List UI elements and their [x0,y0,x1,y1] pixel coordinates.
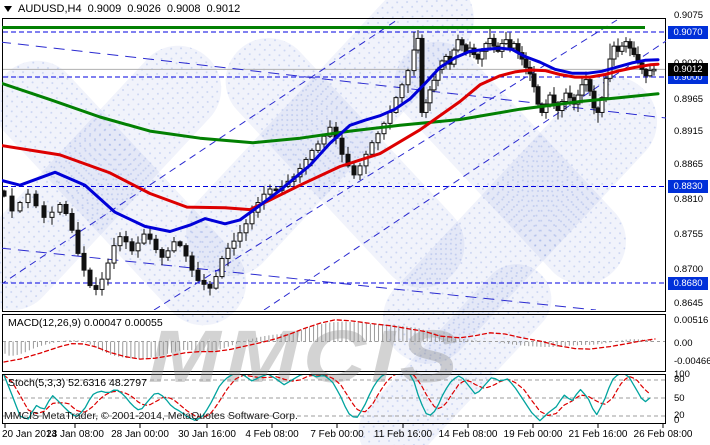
quote-close: 0.9012 [206,3,241,15]
stochastic-panel [2,374,666,424]
main-price-panel [2,18,666,312]
time-axis-label[interactable]: 30 Jan 16:00 [178,429,236,440]
time-axis-label[interactable]: 14 Feb 08:00 [438,429,498,440]
macd-panel [2,314,666,372]
time-axis-label[interactable]: 11 Feb 16:00 [373,429,433,440]
price-level-badge: 0.8680 [668,276,708,290]
price-tick-label: 0.8915 [674,125,704,137]
price-level-badge: 0.8830 [668,179,708,193]
macd-tick-label: 0.00516 [674,314,709,326]
time-axis-label[interactable]: 21 Feb 16:00 [568,429,628,440]
time-axis-label[interactable]: 20 Jan 2014 [2,429,58,440]
stoch-indicator-label: Stoch(5,3,3) 52.6316 48.2797 [8,377,147,389]
macd-tick-label: -0.00466 [674,355,710,367]
quote-low: 0.9008 [166,3,201,15]
macd-tick-label: 0.00 [674,337,693,349]
price-tick-label: 0.8810 [674,193,704,205]
price-tick-label: 0.8755 [674,228,704,240]
time-axis-label[interactable]: 23 Jan 08:00 [46,429,104,440]
price-tick-label: 0.9075 [674,9,704,21]
time-axis-label[interactable]: 7 Feb 00:00 [310,429,364,440]
current-price-badge: 0.9012 [668,62,708,76]
price-axis[interactable]: 0.90750.90200.89650.89150.88650.88100.87… [667,0,710,445]
mmcis-watermark: MMCIS [148,315,463,398]
symbol-dropdown-icon[interactable] [4,6,12,12]
quote-high: 0.9026 [127,3,161,15]
stoch-tick-label: 80 [674,373,685,385]
time-axis-label[interactable]: 26 Feb 08:00 [633,429,693,440]
time-axis-label[interactable]: 4 Feb 08:00 [245,429,299,440]
copyright-text: MMCIS MetaTrader, © 2001-2014, MetaQuote… [4,410,298,422]
price-tick-label: 0.8700 [674,263,704,275]
quote-open: 0.9009 [87,3,122,15]
stoch-tick-label: 0 [674,414,680,426]
stoch-tick-label: 100 [674,368,690,380]
stoch-tick-label: 20 [674,409,685,421]
stoch-tick-label: 50 [674,392,685,404]
time-axis-label[interactable]: 19 Feb 00:00 [503,429,563,440]
time-axis-label[interactable]: 28 Jan 00:00 [111,429,169,440]
macd-indicator-label: MACD(12,26,9) 0.00047 0.00055 [8,317,163,329]
symbol-period-label: AUDUSD,H4 [18,3,82,15]
price-tick-label: 0.8645 [674,297,704,309]
price-level-badge: 0.9070 [668,25,708,39]
chart-title-bar: AUDUSD,H4 0.9009 0.9026 0.9008 0.9012 [4,2,240,16]
price-tick-label: 0.8965 [674,93,704,105]
price-tick-label: 0.8865 [674,158,704,170]
